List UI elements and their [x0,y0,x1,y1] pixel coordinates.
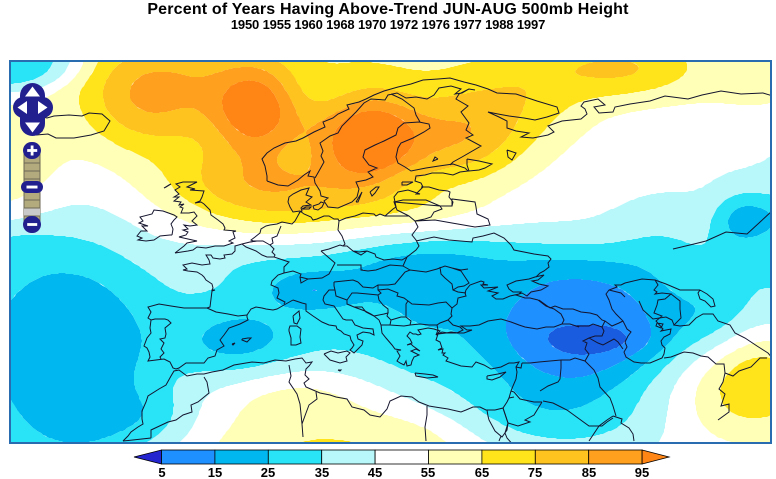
svg-text:65: 65 [475,465,489,479]
svg-text:15: 15 [208,465,222,479]
svg-text:35: 35 [315,465,329,479]
svg-text:75: 75 [528,465,542,479]
svg-text:85: 85 [582,465,596,479]
svg-text:45: 45 [368,465,382,479]
svg-text:5: 5 [158,465,165,479]
svg-text:55: 55 [421,465,435,479]
svg-text:25: 25 [261,465,275,479]
svg-text:95: 95 [635,465,649,479]
